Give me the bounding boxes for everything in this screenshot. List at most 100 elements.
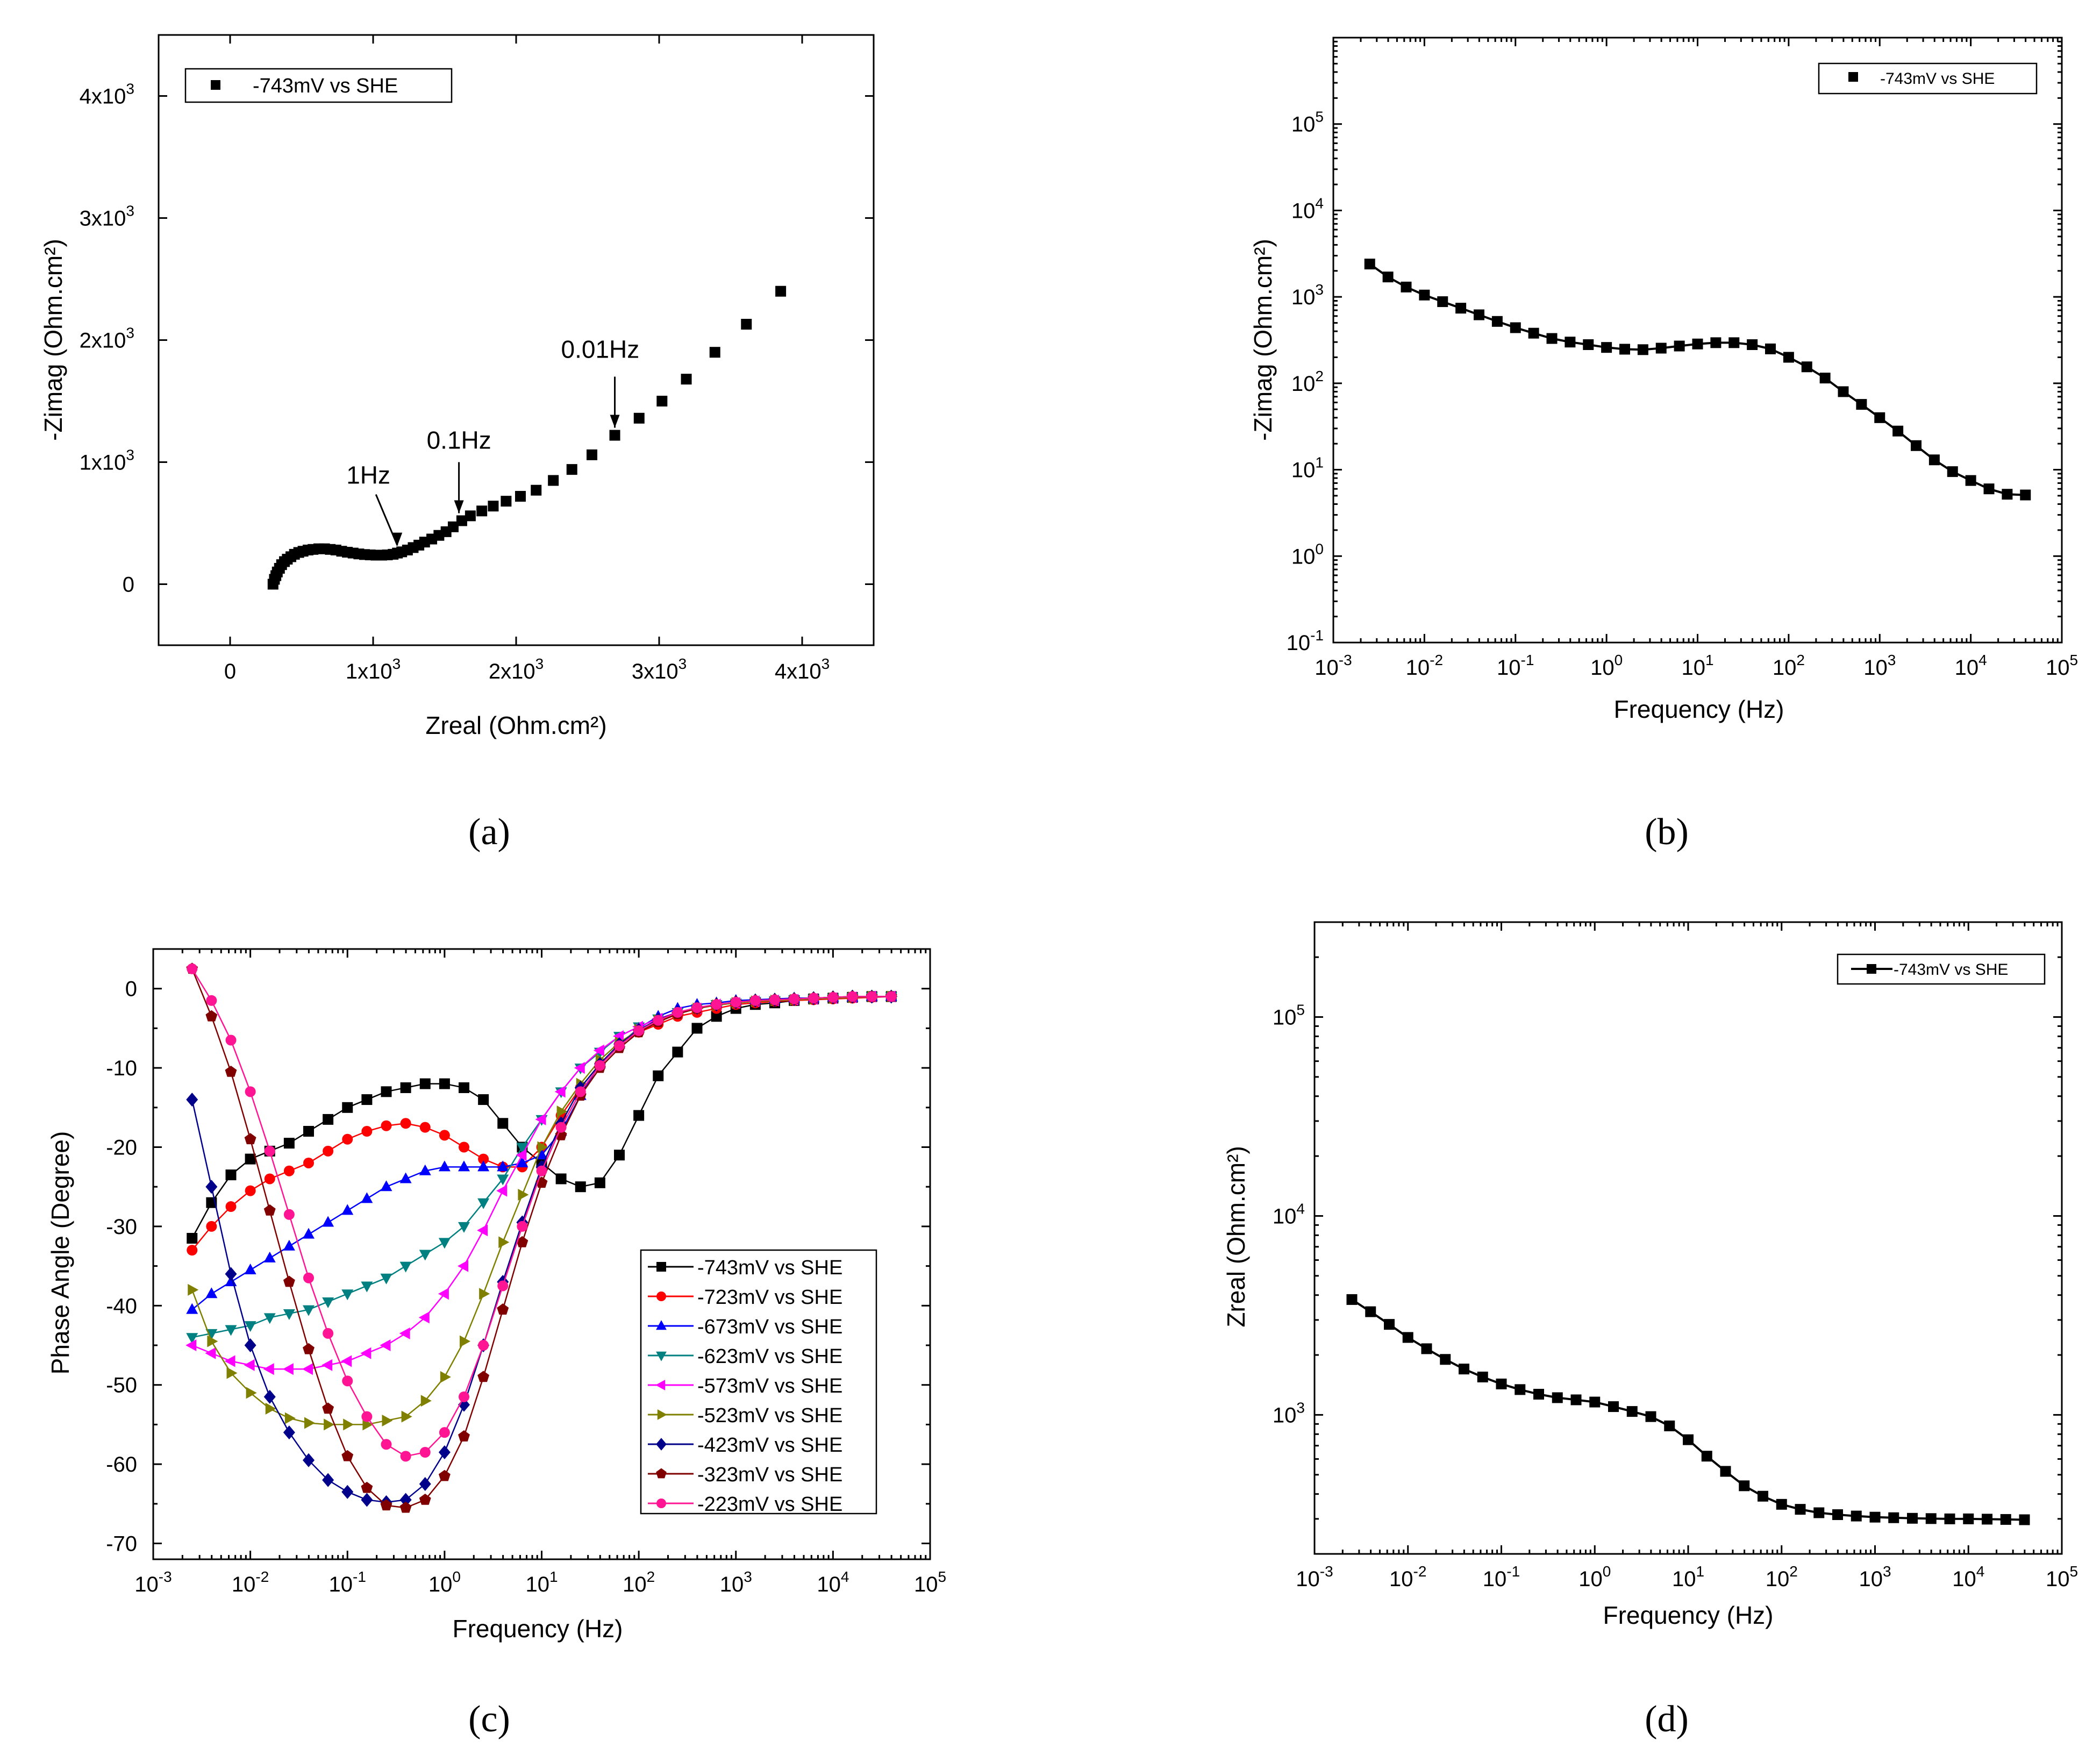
data-point [418,1311,430,1324]
data-point [187,1233,198,1244]
legend-label: -743mV vs SHE [697,1257,842,1279]
data-point [342,1375,353,1387]
data-point [322,1473,334,1487]
data-point [497,1174,509,1186]
x-tick-label: 3x103 [632,655,687,683]
legend-box [640,1249,877,1515]
plot-frame [158,34,875,646]
data-point [245,1153,256,1165]
data-point [447,521,459,532]
data-point [265,1402,276,1415]
data-point [206,1221,217,1232]
axis-ticks: 10-3 10-2 10-1 100 101 102 103 104 105 103 104 105 [1273,922,2078,1591]
data-point [730,996,741,1008]
data-point [381,1086,392,1097]
data-point [548,475,559,486]
x-tick-label: 104 [817,1568,849,1596]
data-point [478,1094,489,1105]
axis-ticks: 10-3 10-2 10-1 100 101 102 103 104 105 0 -10 -20 -30… [106,949,946,1596]
data-point [380,1273,392,1285]
y-tick-label: 102 [1291,368,1324,396]
x-tick-label: 0 [224,660,236,683]
y-tick-label: 104 [1291,195,1324,223]
data-point [381,1439,392,1450]
data-point [594,1060,605,1071]
x-tick-label: 104 [1952,1563,1984,1591]
y-tick-label: 4x103 [80,81,134,109]
data-point [322,1359,333,1371]
data-point [1983,483,1995,495]
data-point [420,1395,432,1407]
data-point [1758,1490,1768,1502]
data-point [2002,489,2013,500]
data-point [1819,373,1831,384]
data-point [656,1499,666,1508]
data-point [205,1347,216,1359]
data-point [488,501,499,512]
data-point [438,1445,451,1460]
data-point [536,1165,547,1176]
data-point [303,1453,315,1467]
data-point [226,1367,238,1379]
data-point [322,1297,334,1308]
y-tick-label: 0 [125,978,137,1001]
y-tick-label: -10 [106,1057,137,1080]
data-point [808,993,819,1004]
data-point [1701,1451,1712,1462]
data-point [1570,1394,1582,1405]
data-point [866,991,877,1002]
data-point [531,484,542,496]
data-point [1608,1401,1619,1412]
data-point [283,1425,295,1440]
data-point [438,1288,449,1300]
data-point [283,1138,295,1149]
y-tick-label: -30 [106,1215,137,1239]
data-point [341,1289,354,1301]
data-point [1963,1513,1974,1524]
x-axis-label: Frequency (Hz) [1614,695,1784,723]
data-point [282,1363,294,1375]
y-tick-label: 1x103 [80,447,134,475]
data-point [497,1160,509,1172]
data-point [1869,1511,1881,1523]
data-point [225,1325,237,1336]
data-point [789,993,800,1004]
data-point [225,1034,237,1046]
data-point [244,1321,256,1332]
data-point [1674,340,1685,352]
data-point [656,1438,667,1451]
data-point [1437,296,1448,308]
series-line [1369,263,2026,496]
x-tick-label: 104 [1955,652,1987,680]
data-point [1619,344,1630,355]
data-point [477,1371,490,1382]
data-point [1533,1389,1544,1400]
y-tick-label: 103 [1273,1399,1305,1427]
data-point [399,1261,412,1273]
x-tick-label: 101 [525,1568,558,1596]
data-point [419,1493,431,1505]
data-point [1401,281,1412,292]
x-tick-label: 105 [2046,652,2078,680]
data-point [479,1288,490,1300]
data-point [399,1327,410,1339]
data-point [2019,1514,2030,1525]
data-point [477,1198,490,1209]
data-point [439,1078,450,1089]
data-point [1947,466,1958,477]
data-point [304,1417,315,1429]
data-point [1801,361,1812,373]
data-point [681,374,692,385]
y-tick-label: 101 [1291,454,1324,482]
data-point [1546,333,1558,344]
data-point [465,510,476,522]
y-tick-label: 0 [123,573,134,597]
panel-caption: (b) [1645,811,1689,853]
data-point [264,1145,275,1157]
annotations: 1Hz 0.1Hz 0.01Hz [346,336,639,546]
data-point [186,1093,198,1107]
data-point [381,1120,392,1131]
x-tick-label: 1x103 [346,655,401,683]
data-point [438,1160,451,1172]
data-point [516,1149,527,1161]
